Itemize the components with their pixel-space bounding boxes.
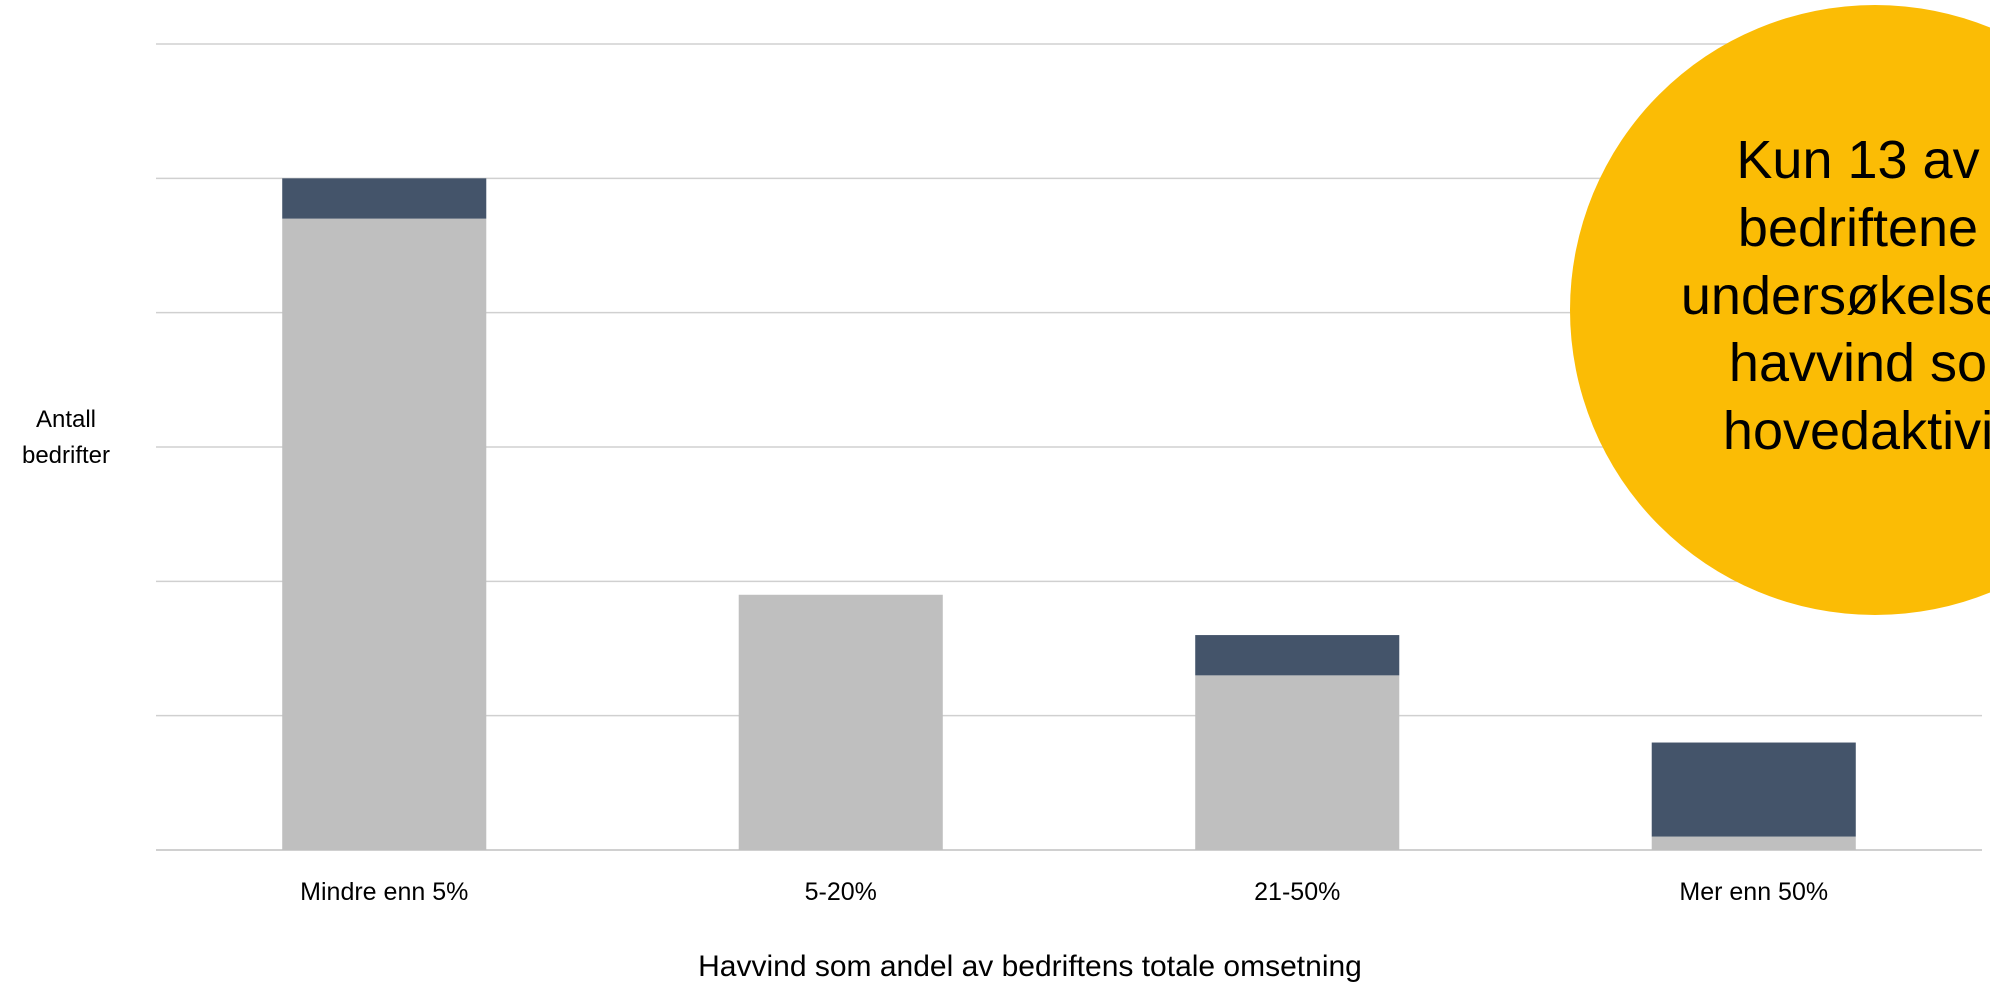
bar-segment [1195, 675, 1400, 850]
x-tick-label: Mindre enn 5% [300, 878, 468, 906]
bars [282, 178, 1856, 851]
x-tick-labels: Mindre enn 5% 5-20% 21-50% Mer enn 50% [300, 878, 1828, 906]
callout-line-1: Kun 13 av [1736, 130, 1979, 190]
callout-line-3: undersøkelsen [1681, 266, 1990, 326]
callout-circle [1570, 5, 1990, 615]
x-tick-label: Mer enn 50% [1679, 878, 1828, 906]
bar-segment [738, 594, 943, 850]
bar-segment [1195, 635, 1400, 676]
x-tick-label: 21-50% [1254, 878, 1340, 906]
callout-line-5: hovedaktivi [1723, 401, 1990, 461]
y-axis-label-line-2: bedrifter [22, 442, 110, 469]
callout: Kun 13 av bedriftene undersøkelsen havvi… [1570, 5, 1990, 615]
bar-segment [1651, 742, 1856, 837]
bar-segment [282, 218, 487, 851]
bar-segment [1651, 836, 1856, 850]
callout-line-4: havvind so [1729, 333, 1987, 393]
x-axis-title: Havvind som andel av bedriftens totale o… [698, 950, 1362, 983]
callout-line-2: bedriftene [1738, 198, 1978, 258]
bar-segment [282, 178, 487, 219]
x-tick-label: 5-20% [805, 878, 877, 906]
y-axis-label-line-1: Antall [36, 406, 96, 433]
